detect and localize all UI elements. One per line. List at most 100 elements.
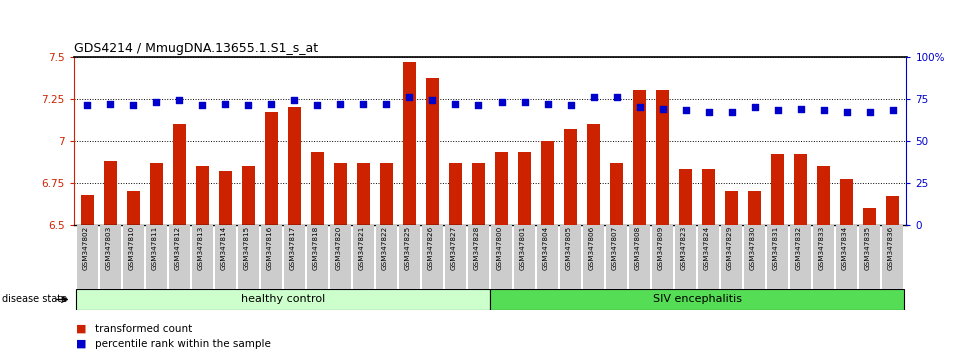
Bar xyxy=(817,166,830,225)
Point xyxy=(861,109,877,115)
Bar xyxy=(657,90,669,225)
Text: GSM347801: GSM347801 xyxy=(519,226,525,270)
FancyBboxPatch shape xyxy=(330,225,351,290)
Bar xyxy=(81,195,94,225)
FancyBboxPatch shape xyxy=(100,225,121,290)
FancyBboxPatch shape xyxy=(399,225,419,290)
Text: ■: ■ xyxy=(76,324,87,333)
Text: GSM347816: GSM347816 xyxy=(267,226,272,270)
Point xyxy=(218,101,233,107)
FancyBboxPatch shape xyxy=(583,225,604,290)
FancyBboxPatch shape xyxy=(813,225,834,290)
Text: disease state: disease state xyxy=(2,295,67,304)
Bar xyxy=(220,171,231,225)
Point xyxy=(264,101,279,107)
Bar xyxy=(564,129,577,225)
Text: GSM347810: GSM347810 xyxy=(128,226,134,270)
Point xyxy=(310,103,325,108)
FancyBboxPatch shape xyxy=(238,225,259,290)
FancyBboxPatch shape xyxy=(307,225,327,290)
Text: GSM347806: GSM347806 xyxy=(589,226,595,270)
Text: GSM347825: GSM347825 xyxy=(405,226,411,270)
Bar xyxy=(288,107,301,225)
Bar xyxy=(150,162,163,225)
Text: GSM347815: GSM347815 xyxy=(244,226,250,270)
Point xyxy=(470,103,486,108)
FancyBboxPatch shape xyxy=(537,225,558,290)
Point xyxy=(793,106,808,112)
FancyBboxPatch shape xyxy=(445,225,466,290)
Bar xyxy=(795,154,807,225)
Point xyxy=(356,101,371,107)
Bar xyxy=(173,124,185,225)
Text: SIV encephalitis: SIV encephalitis xyxy=(653,295,742,304)
Point xyxy=(586,94,602,100)
Bar xyxy=(886,196,899,225)
Text: GSM347833: GSM347833 xyxy=(819,226,825,270)
Text: GSM347829: GSM347829 xyxy=(727,226,733,270)
Text: GSM347831: GSM347831 xyxy=(773,226,779,270)
Text: GSM347807: GSM347807 xyxy=(612,226,617,270)
Text: GSM347811: GSM347811 xyxy=(152,226,158,270)
FancyBboxPatch shape xyxy=(490,289,905,310)
Text: GSM347828: GSM347828 xyxy=(473,226,479,270)
Text: percentile rank within the sample: percentile rank within the sample xyxy=(95,339,270,349)
Bar xyxy=(380,162,393,225)
Text: GSM347804: GSM347804 xyxy=(543,226,549,270)
Bar xyxy=(863,208,876,225)
Point xyxy=(770,108,786,113)
Point xyxy=(724,109,740,115)
Point xyxy=(448,101,464,107)
Text: GSM347809: GSM347809 xyxy=(658,226,663,270)
FancyBboxPatch shape xyxy=(192,225,213,290)
Text: healthy control: healthy control xyxy=(241,295,325,304)
FancyBboxPatch shape xyxy=(491,225,512,290)
FancyBboxPatch shape xyxy=(514,225,535,290)
Bar xyxy=(449,162,462,225)
Text: GSM347805: GSM347805 xyxy=(565,226,571,270)
Bar xyxy=(518,153,531,225)
Text: GSM347817: GSM347817 xyxy=(289,226,296,270)
Text: GSM347835: GSM347835 xyxy=(864,226,871,270)
Point xyxy=(494,99,510,105)
Text: GSM347836: GSM347836 xyxy=(888,226,894,270)
Bar xyxy=(311,153,323,225)
Text: GSM347800: GSM347800 xyxy=(497,226,503,270)
FancyBboxPatch shape xyxy=(653,225,673,290)
Point xyxy=(747,104,762,110)
Point xyxy=(332,101,348,107)
Bar xyxy=(127,191,140,225)
Text: transformed count: transformed count xyxy=(95,324,192,333)
Bar xyxy=(357,162,369,225)
FancyBboxPatch shape xyxy=(629,225,650,290)
Text: GSM347808: GSM347808 xyxy=(635,226,641,270)
Point xyxy=(563,103,578,108)
FancyBboxPatch shape xyxy=(790,225,811,290)
Text: GSM347830: GSM347830 xyxy=(750,226,756,270)
FancyBboxPatch shape xyxy=(284,225,305,290)
Bar xyxy=(426,79,439,225)
Point xyxy=(815,108,831,113)
Point xyxy=(125,103,141,108)
Point xyxy=(655,106,670,112)
Point xyxy=(885,108,901,113)
Point xyxy=(402,94,417,100)
Point xyxy=(240,103,256,108)
Text: GSM347832: GSM347832 xyxy=(796,226,802,270)
Point xyxy=(286,97,302,103)
Point xyxy=(103,101,119,107)
FancyBboxPatch shape xyxy=(146,225,167,290)
Bar xyxy=(495,153,508,225)
Bar xyxy=(725,191,738,225)
Text: GSM347827: GSM347827 xyxy=(451,226,457,270)
Point xyxy=(632,104,648,110)
FancyBboxPatch shape xyxy=(353,225,373,290)
Point xyxy=(424,97,440,103)
FancyBboxPatch shape xyxy=(561,225,581,290)
Bar xyxy=(104,161,117,225)
Point xyxy=(678,108,694,113)
Bar xyxy=(679,169,692,225)
FancyBboxPatch shape xyxy=(77,225,98,290)
FancyBboxPatch shape xyxy=(767,225,788,290)
FancyBboxPatch shape xyxy=(859,225,880,290)
